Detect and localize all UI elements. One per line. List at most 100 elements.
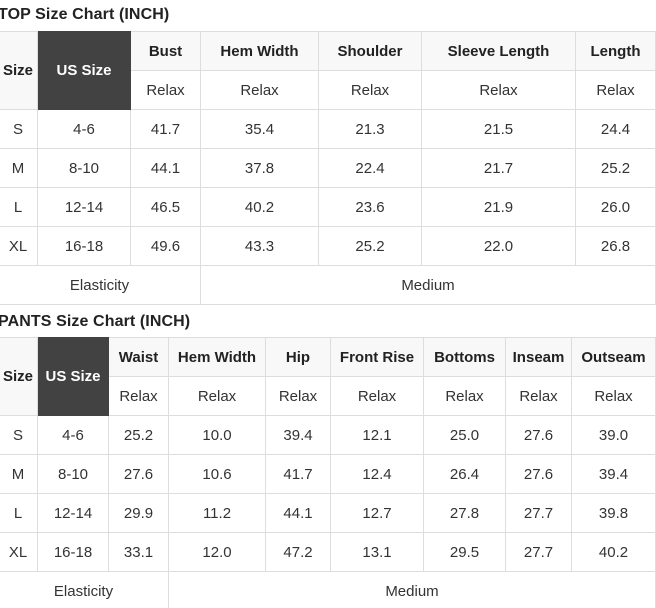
value-cell: 22.0	[421, 226, 576, 266]
value-cell: 39.0	[571, 415, 656, 455]
value-cell: 10.6	[168, 454, 266, 494]
value-cell: 39.4	[571, 454, 656, 494]
table-row: M 8-10 27.6 10.6 41.7 12.4 26.4 27.6 39.4	[0, 454, 656, 494]
value-cell: 10.0	[168, 415, 266, 455]
value-cell: 29.9	[108, 493, 169, 533]
column-header: Bust	[130, 31, 201, 71]
value-cell: 39.4	[265, 415, 331, 455]
column-header: Bottoms	[423, 337, 506, 377]
value-cell: 41.7	[265, 454, 331, 494]
size-chart-page: TOP Size Chart (INCH) Size US Size Bust Hem…	[0, 5, 656, 608]
fit-cell: Relax	[330, 376, 424, 416]
column-header: Hem Width	[200, 31, 319, 71]
column-header: Sleeve Length	[421, 31, 576, 71]
us-size-cell: 4-6	[37, 415, 109, 455]
value-cell: 12.7	[330, 493, 424, 533]
header-row: Size US Size Waist Hem Width Hip Front Rise Bo…	[0, 337, 656, 416]
value-cell: 22.4	[318, 148, 422, 188]
top-size-chart-title: TOP Size Chart (INCH)	[0, 6, 170, 23]
size-cell: M	[0, 148, 38, 188]
column-header: Outseam	[571, 337, 656, 377]
value-cell: 35.4	[200, 109, 319, 149]
value-cell: 37.8	[200, 148, 319, 188]
fit-cell: Relax	[318, 70, 422, 110]
table-row: L 12-14 29.9 11.2 44.1 12.7 27.8 27.7 39.8	[0, 493, 656, 533]
size-cell: XL	[0, 226, 38, 266]
us-size-cell: 8-10	[37, 454, 109, 494]
value-cell: 40.2	[200, 187, 319, 227]
fit-cell: Relax	[575, 70, 656, 110]
elasticity-value: Medium	[168, 571, 656, 608]
value-cell: 25.2	[318, 226, 422, 266]
value-cell: 12.0	[168, 532, 266, 572]
size-cell: S	[0, 109, 38, 149]
value-cell: 47.2	[265, 532, 331, 572]
value-cell: 33.1	[108, 532, 169, 572]
size-cell: L	[0, 187, 38, 227]
size-column-header: Size	[0, 337, 38, 416]
value-cell: 12.1	[330, 415, 424, 455]
fit-cell: Relax	[571, 376, 656, 416]
value-cell: 27.6	[505, 415, 572, 455]
fit-row: Relax Relax Relax Relax Relax Relax Relax	[0, 376, 656, 416]
fit-cell: Relax	[265, 376, 331, 416]
table-row: S 4-6 41.7 35.4 21.3 21.5 24.4	[0, 109, 656, 149]
value-cell: 26.4	[423, 454, 506, 494]
value-cell: 21.5	[421, 109, 576, 149]
top-size-chart: Size US Size Bust Hem Width Shoulder Sleeve L…	[0, 31, 656, 305]
fit-cell: Relax	[505, 376, 572, 416]
pants-size-chart-title: PANTS Size Chart (INCH)	[0, 313, 191, 330]
value-cell: 49.6	[130, 226, 201, 266]
size-cell: L	[0, 493, 38, 533]
value-cell: 27.7	[505, 532, 572, 572]
column-header: Waist	[108, 337, 169, 377]
value-cell: 29.5	[423, 532, 506, 572]
elasticity-label: Elasticity	[0, 571, 169, 608]
fit-cell: Relax	[168, 376, 266, 416]
value-cell: 25.2	[108, 415, 169, 455]
size-chart-table: Size US Size Waist Hem Width Hip Front Rise Bo…	[0, 337, 656, 608]
value-cell: 13.1	[330, 532, 424, 572]
column-header: Shoulder	[318, 31, 422, 71]
column-header: Hem Width	[168, 337, 266, 377]
us-size-cell: 12-14	[37, 493, 109, 533]
value-cell: 21.9	[421, 187, 576, 227]
value-cell: 44.1	[265, 493, 331, 533]
column-header: Front Rise	[330, 337, 424, 377]
size-cell: XL	[0, 532, 38, 572]
us-size-column-header: US Size	[37, 31, 131, 110]
value-cell: 24.4	[575, 109, 656, 149]
value-cell: 23.6	[318, 187, 422, 227]
fit-cell: Relax	[200, 70, 319, 110]
table-row: L 12-14 46.5 40.2 23.6 21.9 26.0	[0, 187, 656, 227]
size-column-header: Size	[0, 31, 38, 110]
us-size-cell: 16-18	[37, 226, 131, 266]
value-cell: 39.8	[571, 493, 656, 533]
fit-cell: Relax	[423, 376, 506, 416]
column-header: Length	[575, 31, 656, 71]
value-cell: 27.6	[505, 454, 572, 494]
us-size-cell: 4-6	[37, 109, 131, 149]
value-cell: 46.5	[130, 187, 201, 227]
size-cell: S	[0, 415, 38, 455]
value-cell: 27.7	[505, 493, 572, 533]
us-size-column-header: US Size	[37, 337, 109, 416]
us-size-cell: 8-10	[37, 148, 131, 188]
table-row: XL 16-18 49.6 43.3 25.2 22.0 26.8	[0, 226, 656, 266]
elasticity-row: Elasticity Medium	[0, 265, 656, 305]
value-cell: 11.2	[168, 493, 266, 533]
elasticity-label: Elasticity	[0, 265, 201, 305]
value-cell: 25.2	[575, 148, 656, 188]
value-cell: 40.2	[571, 532, 656, 572]
value-cell: 12.4	[330, 454, 424, 494]
value-cell: 26.0	[575, 187, 656, 227]
table-row: S 4-6 25.2 10.0 39.4 12.1 25.0 27.6 39.0	[0, 415, 656, 455]
value-cell: 21.7	[421, 148, 576, 188]
us-size-cell: 16-18	[37, 532, 109, 572]
value-cell: 21.3	[318, 109, 422, 149]
fit-cell: Relax	[421, 70, 576, 110]
column-header: Hip	[265, 337, 331, 377]
value-cell: 44.1	[130, 148, 201, 188]
value-cell: 41.7	[130, 109, 201, 149]
header-row: Size US Size Bust Hem Width Shoulder Sleeve L…	[0, 31, 656, 110]
